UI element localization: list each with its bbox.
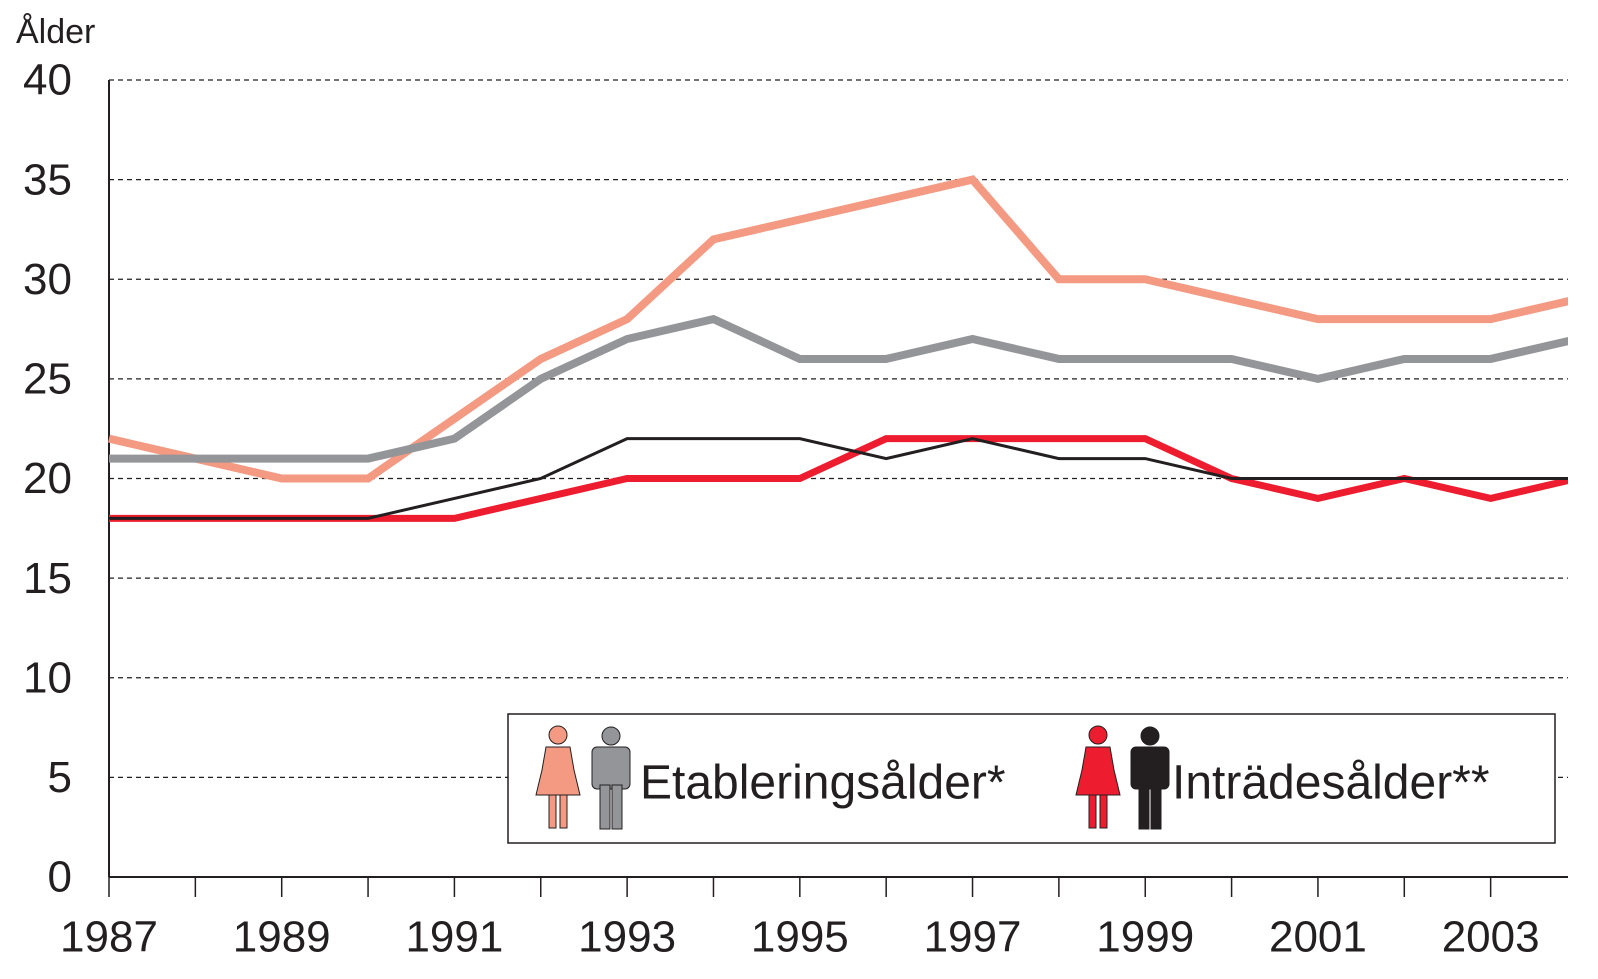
icon-head [1088, 725, 1108, 745]
x-tick-label: 1995 [751, 913, 849, 962]
legend-label: Etableringsålder* [640, 757, 1006, 810]
y-tick-label: 5 [48, 753, 72, 802]
y-tick-label: 20 [23, 454, 72, 503]
legend-icon-woman [1075, 725, 1121, 829]
y-tick-label: 30 [23, 255, 72, 304]
icon-head [601, 726, 621, 746]
y-axis-label: Ålder [16, 13, 95, 51]
series-line [109, 437, 1568, 520]
series-line [109, 314, 1568, 463]
x-tick-label: 1997 [924, 913, 1022, 962]
y-tick-label: 40 [23, 56, 72, 105]
y-tick-label: 10 [23, 653, 72, 702]
icon-leg [611, 784, 623, 830]
icon-leg [599, 784, 611, 830]
icon-body [535, 746, 581, 796]
x-tick-label: 1991 [405, 913, 503, 962]
icon-head [1140, 726, 1160, 746]
legend-label: Inträdesålder** [1172, 757, 1490, 810]
icon-leg [1150, 784, 1162, 830]
icon-body [1075, 746, 1121, 796]
icon-leg [1088, 794, 1097, 829]
y-tick-label: 0 [48, 853, 72, 902]
icon-leg [1099, 794, 1108, 829]
legend-box [507, 713, 1556, 844]
y-tick-label: 25 [23, 355, 72, 404]
y-tick-label: 15 [23, 554, 72, 603]
y-tick-label: 35 [23, 155, 72, 204]
legend-icon-man [591, 726, 631, 830]
x-tick-label: 1999 [1096, 913, 1194, 962]
icon-leg [548, 794, 557, 829]
icon-leg [1138, 784, 1150, 830]
lines [108, 175, 1568, 522]
icon-body [1130, 746, 1170, 790]
icon-leg [559, 794, 568, 829]
x-tick-label: 1993 [578, 913, 676, 962]
icon-head [548, 725, 568, 745]
icon-body [591, 746, 631, 790]
legend-icon-man [1130, 726, 1170, 830]
legend-icon-woman [535, 725, 581, 829]
x-tick-label: 2003 [1442, 913, 1540, 962]
x-tick-label: 1987 [60, 913, 158, 962]
series-line [108, 175, 1568, 483]
x-tick-label: 2001 [1269, 913, 1367, 962]
x-tick-label: 1989 [233, 913, 331, 962]
